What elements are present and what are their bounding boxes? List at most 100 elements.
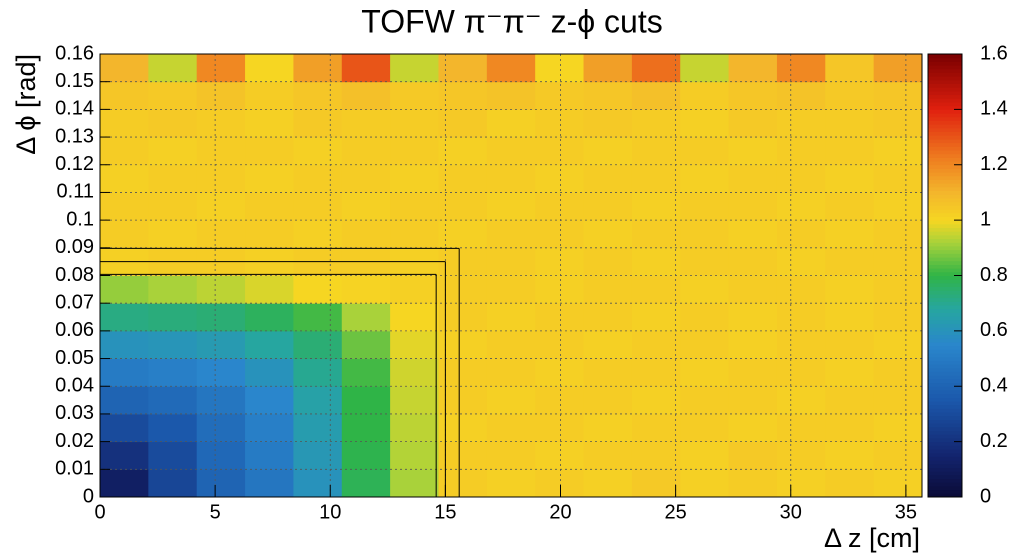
heatmap-cell <box>293 137 343 166</box>
heatmap-cell <box>196 137 246 166</box>
heatmap-cell <box>825 109 875 138</box>
colorbar-segment <box>928 441 962 446</box>
colorbar-segment <box>928 290 962 295</box>
heatmap-cell <box>148 441 198 470</box>
heatmap-cell <box>680 469 730 498</box>
heatmap-cell <box>293 441 343 470</box>
heatmap-cell <box>100 386 149 415</box>
heatmap-cell <box>245 54 294 83</box>
heatmap-cell <box>873 275 923 304</box>
colorbar-segment <box>928 471 962 476</box>
colorbar-segment <box>928 316 962 321</box>
colorbar-segment <box>928 449 962 454</box>
colorbar-segment <box>928 393 962 398</box>
heatmap-cell <box>873 469 923 498</box>
colorbar-segment <box>928 330 962 336</box>
heatmap-cell <box>245 441 294 470</box>
heatmap-cell <box>438 247 488 276</box>
heatmap-cell <box>776 137 826 166</box>
heatmap-cell <box>390 164 439 193</box>
heatmap-cell <box>293 54 343 83</box>
heatmap-cell <box>631 54 681 83</box>
heatmap-cell <box>873 54 923 83</box>
heatmap-cell <box>873 386 923 415</box>
heatmap-cell <box>245 275 294 304</box>
y-tick-label: 0.11 <box>57 181 94 203</box>
heatmap-cell <box>631 330 681 360</box>
heatmap-cell <box>631 275 681 304</box>
heatmap-cell <box>825 220 875 249</box>
y-tick-label: 0.15 <box>55 70 94 92</box>
heatmap-cell <box>583 220 633 249</box>
heatmap-cell <box>825 54 875 83</box>
heatmap-cell <box>486 441 536 470</box>
heatmap-cell <box>196 330 246 360</box>
heatmap-cell <box>728 220 778 249</box>
colorbar-segment <box>928 349 962 354</box>
heatmap-cell <box>486 109 536 138</box>
colorbar-segment <box>928 138 962 144</box>
colorbar-segment <box>928 116 962 121</box>
y-tick-label: 0.1 <box>66 208 94 230</box>
colorbar-tick-label: 0.2 <box>980 430 1008 452</box>
heatmap-cell <box>728 441 778 470</box>
heatmap-cell <box>535 303 585 332</box>
colorbar-segment <box>928 474 962 480</box>
colorbar-segment <box>928 426 962 432</box>
colorbar-tick-label: 1.6 <box>980 42 1008 64</box>
heatmap-cell <box>341 386 391 415</box>
heatmap-cell <box>825 358 875 387</box>
colorbar-tick-label: 1.2 <box>980 153 1008 175</box>
colorbar-segment <box>928 412 962 417</box>
y-tick-label: 0.09 <box>55 236 94 258</box>
heatmap-cell <box>728 413 778 443</box>
heatmap-cell <box>341 137 391 166</box>
colorbar-segment <box>928 153 962 158</box>
heatmap-cell <box>873 109 923 138</box>
colorbar-segment <box>928 437 962 443</box>
heatmap-cell <box>341 54 391 83</box>
heatmap-cell <box>535 54 585 83</box>
colorbar-segment <box>928 135 962 140</box>
colorbar-segment <box>928 445 962 450</box>
colorbar-segment <box>928 253 962 258</box>
heatmap-cell <box>341 275 391 304</box>
heatmap-cell <box>631 81 681 110</box>
heatmap-cell <box>390 469 439 498</box>
heatmap-cell <box>438 303 488 332</box>
heatmap-cell <box>631 137 681 166</box>
heatmap-cell <box>438 275 488 304</box>
y-tick-label: 0.03 <box>55 402 94 424</box>
heatmap-cell <box>728 109 778 138</box>
heatmap-cell <box>535 358 585 387</box>
colorbar-segment <box>928 338 962 343</box>
heatmap-cell <box>486 220 536 249</box>
heatmap-cell <box>196 441 246 470</box>
y-tick-label: 0.07 <box>55 291 94 313</box>
heatmap-cell <box>293 81 343 110</box>
heatmap-cell <box>873 220 923 249</box>
colorbar-segment <box>928 293 962 299</box>
heatmap-cell <box>583 137 633 166</box>
colorbar-segment <box>928 345 962 350</box>
heatmap-cell <box>100 137 149 166</box>
colorbar-segment <box>928 168 962 173</box>
heatmap-cell <box>341 220 391 249</box>
heatmap-cell <box>438 109 488 138</box>
heatmap-cell <box>341 109 391 138</box>
heatmap-cell <box>535 164 585 193</box>
heatmap-cell <box>148 303 198 332</box>
colorbar-segment <box>928 231 962 236</box>
colorbar-segment <box>928 68 962 73</box>
heatmap-cell <box>245 330 294 360</box>
heatmap-cell <box>293 386 343 415</box>
colorbar-segment <box>928 186 962 192</box>
heatmap-cell <box>438 330 488 360</box>
heatmap-cell <box>196 358 246 387</box>
colorbar-segment <box>928 482 962 487</box>
heatmap-cell <box>583 81 633 110</box>
heatmap-cell <box>873 247 923 276</box>
heatmap-cell <box>776 441 826 470</box>
colorbar-segment <box>928 124 962 129</box>
heatmap-cell <box>680 81 730 110</box>
